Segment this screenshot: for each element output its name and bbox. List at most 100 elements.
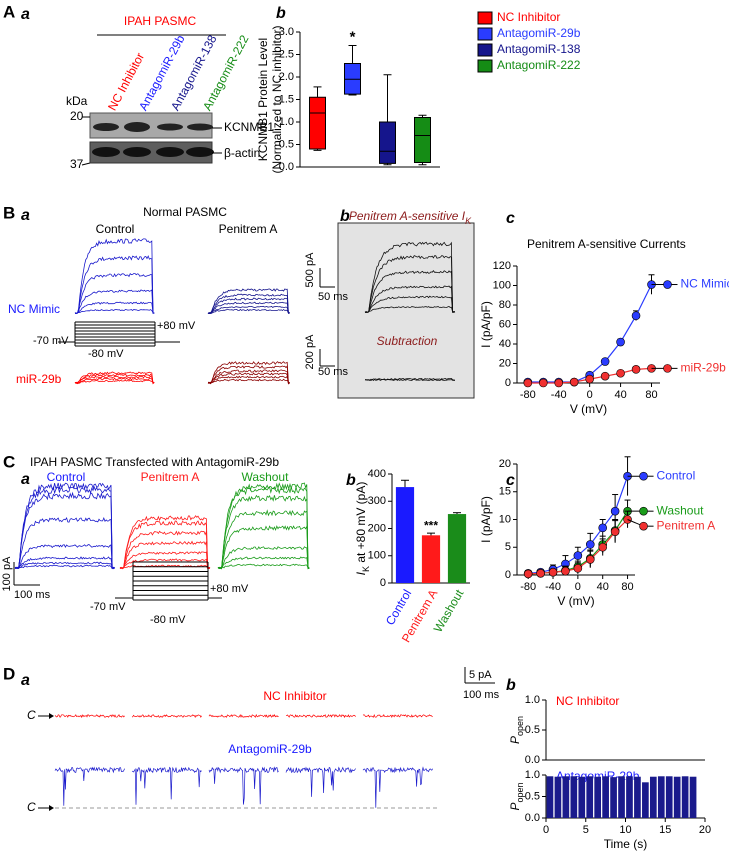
data-point (586, 375, 594, 383)
trace (208, 379, 290, 383)
x-tick-label: -40 (545, 581, 561, 593)
data-point (574, 552, 582, 560)
legend-swatch (478, 12, 492, 24)
x-tick-label: 15 (659, 824, 671, 836)
y-tick-label: 10 (499, 513, 511, 525)
series-label: Washout (657, 503, 705, 517)
trace (208, 302, 290, 313)
sub-label: a (21, 672, 30, 689)
significance: *** (424, 518, 438, 532)
significance: * (350, 28, 356, 45)
y-tick-label: 400 (368, 468, 386, 480)
y-tick-label: 80 (499, 299, 511, 311)
data-point (601, 372, 609, 380)
trace (363, 715, 433, 717)
trace (208, 289, 290, 313)
trace (208, 309, 290, 313)
series-label: miR-29b (680, 361, 726, 375)
column-label: Control (96, 222, 135, 236)
closed-label: C (27, 708, 36, 722)
bar (626, 776, 633, 818)
marker-label: 20 (70, 109, 84, 123)
data-point (574, 564, 582, 572)
series-label-marker (663, 281, 671, 289)
bar (658, 776, 665, 818)
trace (363, 768, 433, 808)
bar (586, 776, 593, 818)
x-tick-label: 40 (614, 389, 626, 401)
panel-label: A (3, 2, 15, 21)
blot-band (124, 122, 150, 132)
column-label: Penitrem A (219, 222, 278, 236)
protocol-label: -80 mV (88, 348, 124, 360)
bar (563, 776, 570, 818)
trace (15, 518, 115, 568)
axis-label: KCNMB1 Protein Level (256, 38, 270, 161)
y-tick-label: 5 (505, 541, 511, 553)
x-tick-label: -80 (520, 389, 536, 401)
legend-swatch (478, 28, 492, 40)
trace (218, 557, 309, 568)
x-tick-label: 10 (619, 824, 631, 836)
protocol-label: -80 mV (150, 614, 186, 626)
legend-label: AntagomiR-138 (497, 42, 581, 56)
inset-box (338, 223, 474, 398)
bar (594, 777, 601, 818)
trace (15, 565, 115, 568)
y-tick-label: 0.5 (525, 790, 540, 802)
blot-band (157, 124, 183, 131)
scale-label: 100 ms (463, 689, 500, 701)
axis-label: Popen (508, 716, 525, 744)
x-tick-label: -40 (551, 389, 567, 401)
data-point (632, 365, 640, 373)
data-point (599, 543, 607, 551)
blot-band (123, 147, 151, 157)
trace-label: AntagomiR-29b (228, 742, 312, 756)
inset-title-subscript: K (465, 216, 472, 226)
data-point (611, 507, 619, 515)
protocol-label: +80 mV (157, 320, 196, 332)
chart-title: NC Inhibitor (556, 694, 619, 708)
bar (570, 776, 577, 818)
trace (286, 768, 356, 797)
trace (209, 768, 279, 805)
protocol-label: +80 mV (210, 583, 249, 595)
subtraction-label: Subtraction (377, 334, 438, 348)
series-label-marker (640, 522, 648, 530)
y-tick-label: 1.0 (525, 694, 540, 706)
data-point (539, 379, 547, 387)
scale-label: 5 pA (469, 669, 492, 681)
data-point (537, 569, 545, 577)
y-tick-label: 15 (499, 486, 511, 498)
trace (15, 493, 115, 568)
series-label-marker (640, 472, 648, 480)
bar (666, 776, 673, 818)
data-point (586, 555, 594, 563)
axis-label-subscript: open (515, 782, 525, 802)
trace (75, 380, 154, 383)
axis-label: Time (s) (604, 837, 648, 851)
sub-label: a (21, 6, 30, 23)
trace-label: NC Inhibitor (263, 689, 326, 703)
y-tick-label: 100 (493, 279, 511, 291)
y-tick-label: 20 (499, 357, 511, 369)
data-point (561, 567, 569, 575)
y-tick-label: 0 (505, 377, 511, 389)
trace (75, 274, 154, 314)
data-point (524, 570, 532, 578)
bar (618, 776, 625, 818)
bar (650, 777, 657, 818)
x-tick-label: 80 (621, 581, 633, 593)
blot-band (186, 147, 214, 157)
axis-label-text: at +80 mV (pA) (354, 482, 368, 566)
y-tick-label: 200 (368, 522, 386, 534)
column-label: Washout (242, 470, 290, 484)
trace (209, 715, 279, 717)
axis-label: I (pA/pF) (479, 301, 493, 348)
sub-label: a (21, 471, 30, 488)
scale-label: 500 pA (304, 252, 316, 288)
data-point (570, 378, 578, 386)
bar (555, 777, 562, 818)
